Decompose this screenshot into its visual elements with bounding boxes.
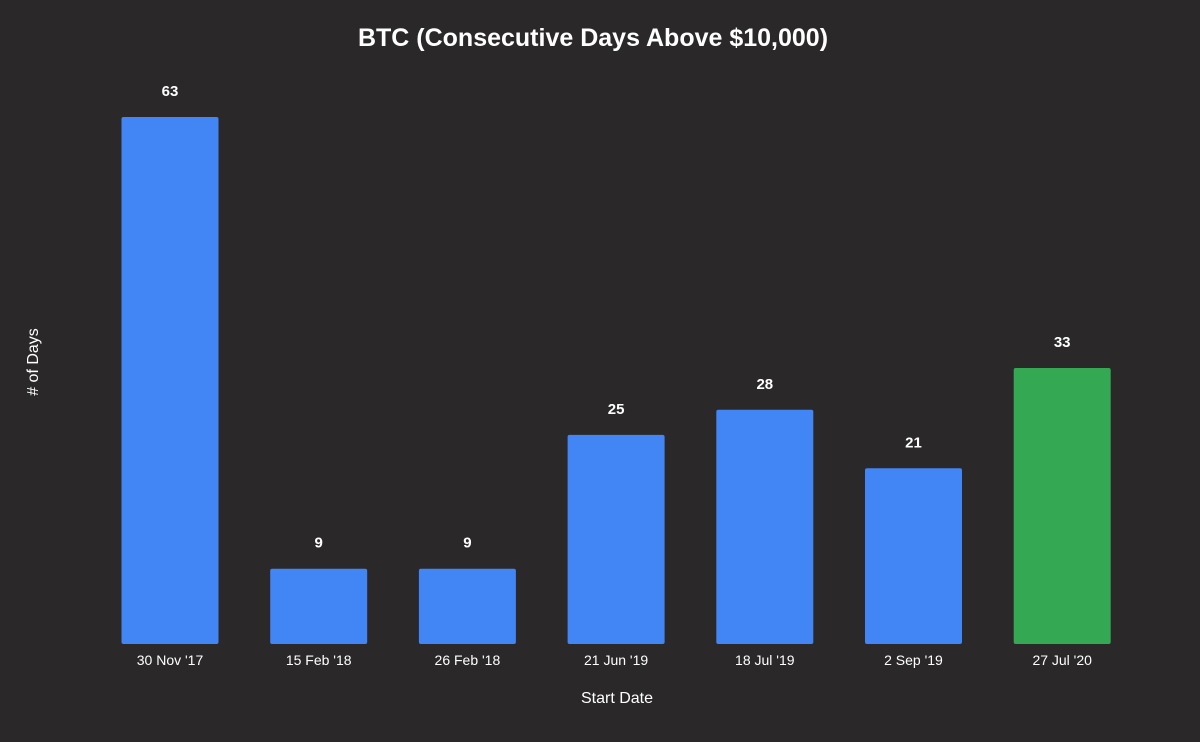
x-tick-label-6: 27 Jul '20: [1032, 652, 1092, 668]
bar-5: [865, 468, 962, 644]
bar-6: [1013, 368, 1111, 644]
chart-title: BTC (Consecutive Days Above $10,000): [358, 24, 828, 52]
data-label-3: 25: [608, 401, 625, 418]
bar-4: [716, 409, 814, 644]
bar-3: [567, 434, 665, 644]
data-label-5: 21: [905, 434, 922, 451]
bars-group: 63 30 Nov '17 9 15 Feb '18 9 26 Feb '18 25 21 J…: [121, 83, 1111, 668]
bar-0: [121, 117, 219, 644]
bar-2: [418, 568, 516, 644]
data-label-1: 9: [315, 535, 323, 552]
bar-1: [270, 568, 368, 644]
data-label-0: 63: [162, 83, 179, 100]
data-label-2: 9: [463, 535, 471, 552]
data-label-4: 28: [756, 376, 773, 393]
x-axis-label: Start Date: [581, 690, 653, 707]
x-tick-label-2: 26 Feb '18: [435, 652, 501, 668]
x-tick-label-4: 18 Jul '19: [735, 652, 795, 668]
x-tick-label-5: 2 Sep '19: [884, 652, 943, 668]
data-label-6: 33: [1054, 334, 1071, 351]
y-axis-label: # of Days: [25, 328, 42, 396]
x-tick-label-1: 15 Feb '18: [286, 652, 352, 668]
x-tick-label-3: 21 Jun '19: [584, 652, 648, 668]
x-tick-label-0: 30 Nov '17: [137, 652, 204, 668]
